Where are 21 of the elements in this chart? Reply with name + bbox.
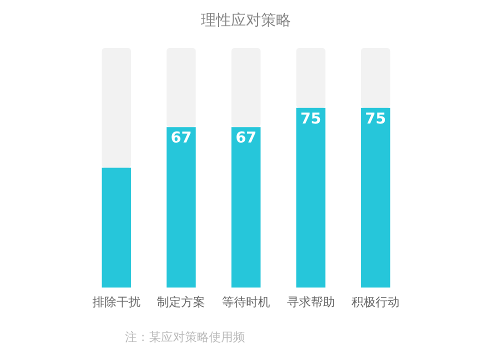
bar (102, 168, 131, 288)
data-label: 75 (365, 109, 386, 128)
x-tick-label: 寻求帮助 (286, 295, 335, 310)
data-label: 67 (236, 128, 256, 146)
chart-title: 理性应对策略 (201, 10, 291, 29)
data-label: 75 (300, 109, 322, 128)
text: 注：某应对策略使用频 (125, 330, 245, 344)
bar (296, 108, 326, 288)
bar (102, 48, 131, 168)
x-tick-label: 等待时机 (222, 295, 270, 310)
bar (166, 48, 196, 128)
bar (361, 108, 390, 288)
bar (231, 127, 261, 288)
x-tick-label: 积极行动 (352, 295, 400, 310)
bar (231, 48, 261, 128)
bar (166, 127, 196, 288)
bar (296, 48, 326, 108)
bar (361, 48, 390, 108)
x-tick-label: 排除干扰 (92, 295, 140, 310)
x-tick-label: 制定方案 (157, 295, 206, 310)
data-label: 67 (170, 128, 192, 146)
